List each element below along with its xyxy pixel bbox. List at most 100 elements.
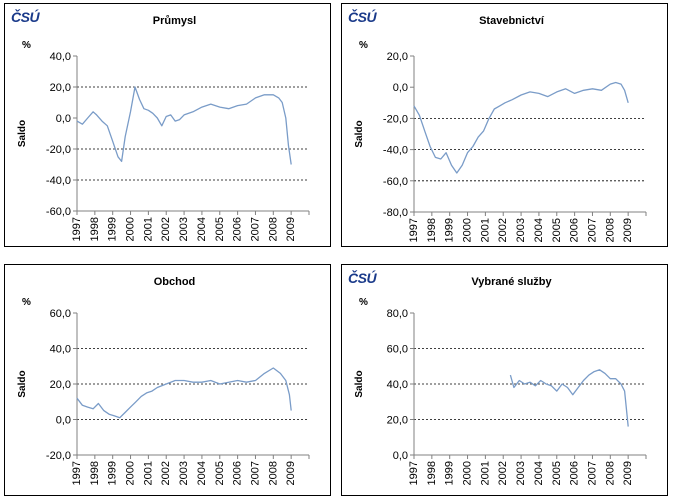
y-tick-label: 60,0 [50,308,71,320]
y-tick-label: 40,0 [387,379,408,391]
x-tick-label: 2009 [622,461,634,485]
y-tick-label: -20,0 [383,113,408,125]
y-tick-label: 0,0 [56,113,71,125]
x-tick-label: 2005 [214,217,226,241]
x-tick-label: 2004 [533,461,545,485]
x-tick-label: 1998 [426,218,438,242]
unit-label: % [359,297,368,308]
series-line [413,81,629,174]
y-tick-label: 60,0 [387,344,408,356]
csu-logo-icon: ČSÚ [348,8,377,25]
x-tick-label: 2005 [214,461,226,485]
x-tick-label: 2000 [125,461,137,485]
series-line [76,367,292,419]
csu-logo-icon: ČSÚ [11,8,40,25]
y-axis-label: Saldo [17,370,28,397]
x-tick-label: 2000 [462,218,474,242]
unit-label: % [22,40,31,51]
x-tick-label: 2002 [497,218,509,242]
x-tick-label: 2006 [232,217,244,241]
y-tick-label: -20,0 [46,144,71,156]
x-tick-label: 1998 [89,217,101,241]
x-tick-label: 2005 [551,461,563,485]
x-tick-label: 2002 [497,461,509,485]
x-tick-label: 2003 [515,461,527,485]
y-tick-label: 0,0 [56,415,71,427]
y-tick-label: -80,0 [383,207,408,219]
x-tick-label: 2007 [586,218,598,242]
chart-panel-obchod: Obchod% Saldo -20,0 0,0 20,0 40,0 60,0 1997 1998… [4,264,331,496]
chart-panel-prumysl: ČSÚ Průmysl% Saldo -60,0 -40,0 -20,0 0,0 20,0 40… [4,3,331,247]
x-tick-label: 2008 [267,217,279,241]
y-tick-label: 20,0 [50,82,71,94]
y-axis-label: Saldo [354,120,365,147]
y-axis-label: Saldo [17,120,28,147]
x-tick-label: 2009 [285,461,297,485]
x-tick-label: 1998 [89,461,101,485]
x-tick-label: 2006 [569,461,581,485]
y-tick-label: -40,0 [46,175,71,187]
y-tick-label: 40,0 [50,51,71,63]
unit-label: % [359,40,368,51]
series-line [76,86,292,165]
chart-title: Průmysl [153,15,196,27]
y-tick-label: 20,0 [387,51,408,63]
y-axis-label: Saldo [354,370,365,397]
y-tick-label: 20,0 [387,415,408,427]
x-tick-label: 2008 [267,461,279,485]
chart-panel-stavebnictvi: ČSÚ Stavebnictví% Saldo -80,0 -60,0 -40,0 -20,… [341,3,668,247]
y-tick-label: -40,0 [383,145,408,157]
x-tick-label: 1998 [426,461,438,485]
x-tick-label: 2009 [285,217,297,241]
chart-svg: ČSÚ Stavebnictví% Saldo -80,0 -60,0 -40,0 -20,… [348,8,647,242]
y-tick-label: 20,0 [50,379,71,391]
x-tick-label: 2001 [142,217,154,241]
y-tick-label: 0,0 [393,450,408,462]
x-tick-label: 2003 [515,218,527,242]
y-tick-label: 80,0 [387,308,408,320]
x-tick-label: 1997 [71,217,83,241]
y-tick-label: -60,0 [383,176,408,188]
x-tick-label: 2001 [479,461,491,485]
x-tick-label: 2006 [232,461,244,485]
x-tick-label: 2006 [569,218,581,242]
chart-svg: ČSÚ Průmysl% Saldo -60,0 -40,0 -20,0 0,0 20,0 40… [11,8,310,241]
x-tick-label: 2004 [533,218,545,242]
x-tick-label: 1999 [107,461,119,485]
x-tick-label: 1997 [71,461,83,485]
x-tick-label: 1999 [107,217,119,241]
x-tick-label: 1997 [408,218,420,242]
x-tick-label: 1999 [444,218,456,242]
chart-title: Vybrané služby [471,276,552,288]
x-tick-label: 2002 [160,461,172,485]
unit-label: % [22,297,31,308]
x-tick-label: 2008 [604,461,616,485]
csu-logo-icon: ČSÚ [348,269,377,286]
x-tick-label: 2005 [551,218,563,242]
x-tick-label: 2001 [142,461,154,485]
x-tick-label: 2007 [249,217,261,241]
x-tick-label: 2000 [462,461,474,485]
x-tick-label: 2007 [249,461,261,485]
chart-svg: Obchod% Saldo -20,0 0,0 20,0 40,0 60,0 1997 1998… [17,276,310,485]
x-tick-label: 2001 [479,218,491,242]
x-tick-label: 2004 [196,217,208,241]
y-tick-label: 0,0 [393,82,408,94]
y-tick-label: 40,0 [50,344,71,356]
x-tick-label: 2002 [160,217,172,241]
x-tick-label: 1999 [444,461,456,485]
chart-title: Stavebnictví [479,15,545,27]
x-tick-label: 2000 [125,217,137,241]
x-tick-label: 1997 [408,461,420,485]
chart-panel-vybrane-sluzby: ČSÚ Vybrané služby% Saldo 0,0 20,0 40,0 60,0 80… [341,264,668,496]
x-tick-label: 2004 [196,461,208,485]
x-tick-label: 2003 [178,461,190,485]
x-tick-label: 2009 [622,218,634,242]
x-tick-label: 2008 [604,218,616,242]
x-tick-label: 2007 [586,461,598,485]
series-line [509,369,629,427]
x-tick-label: 2003 [178,217,190,241]
y-tick-label: -20,0 [46,450,71,462]
chart-title: Obchod [154,276,196,288]
chart-svg: ČSÚ Vybrané služby% Saldo 0,0 20,0 40,0 60,0 80… [348,269,647,485]
